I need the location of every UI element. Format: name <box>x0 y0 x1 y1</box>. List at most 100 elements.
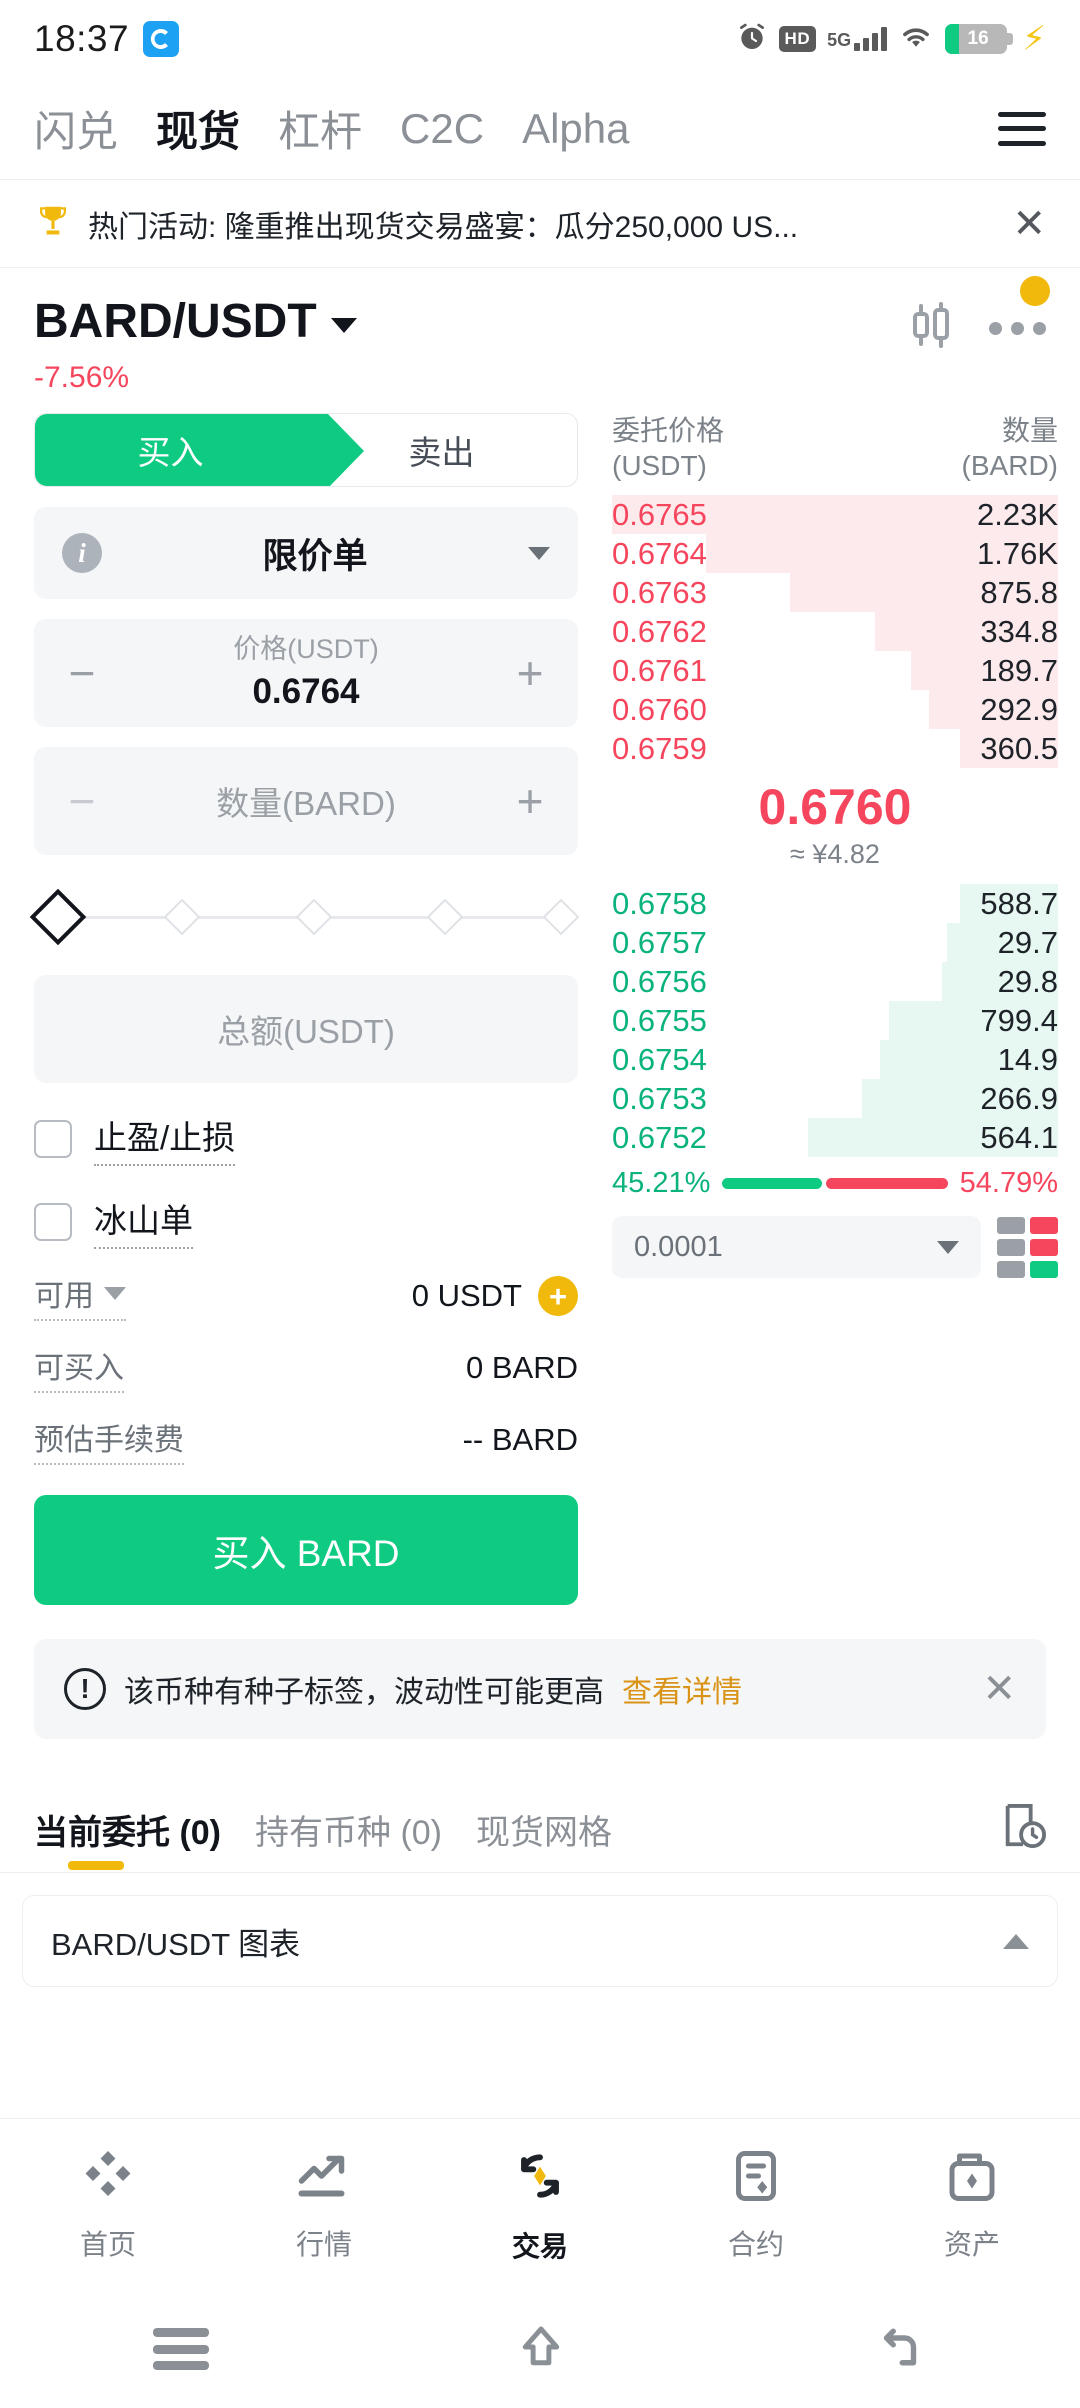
ask-row[interactable]: 0.6763 875.8 <box>612 573 1058 612</box>
ask-row[interactable]: 0.6762 334.8 <box>612 612 1058 651</box>
slider-handle[interactable] <box>29 888 87 946</box>
slider-tick-75[interactable] <box>426 898 464 936</box>
tab-buy[interactable]: 买入 <box>137 434 204 471</box>
main-content: 买入 卖出 i 限价单 − 价格(USDT) 0.6764 + − 数量(BAR… <box>0 395 1080 1605</box>
buy-sell-toggle: 买入 卖出 <box>34 413 578 487</box>
checkbox-iceberg-label: 冰山单 <box>94 1194 193 1249</box>
nav-tab-c2c[interactable]: C2C <box>400 104 485 152</box>
order-qty: 799.4 <box>980 1002 1058 1038</box>
candlestick-icon[interactable] <box>907 300 955 357</box>
nav-tab-flash[interactable]: 闪兑 <box>34 108 119 155</box>
precision-select[interactable]: 0.0001 <box>612 1216 981 1278</box>
bottom-nav-trade[interactable]: 交易 <box>432 2144 648 2265</box>
status-icons: HD 5G 16 ⚡ <box>736 21 1046 58</box>
depth-bar <box>928 690 1058 729</box>
ask-row[interactable]: 0.6761 189.7 <box>612 651 1058 690</box>
bid-row[interactable]: 0.6753 266.9 <box>612 1079 1058 1118</box>
amount-input[interactable]: − 数量(BARD) + <box>34 747 578 855</box>
price-increment-button[interactable]: + <box>516 647 544 699</box>
bottom-nav-markets[interactable]: 行情 <box>216 2146 432 2263</box>
checkbox-tpsl-box[interactable] <box>34 1119 72 1158</box>
bid-row[interactable]: 0.6757 29.7 <box>612 923 1058 962</box>
depth-view-icon[interactable] <box>997 1216 1058 1278</box>
ask-row[interactable]: 0.6760 292.9 <box>612 690 1058 729</box>
order-qty: 14.9 <box>997 1041 1058 1077</box>
bottom-nav-markets-label: 行情 <box>295 2229 352 2260</box>
checkbox-iceberg[interactable]: 冰山单 <box>34 1194 578 1249</box>
price-input[interactable]: − 价格(USDT) 0.6764 + <box>34 619 578 727</box>
nav-tab-spot[interactable]: 现货 <box>156 108 241 155</box>
ask-row[interactable]: 0.6759 360.5 <box>612 729 1058 768</box>
nav-tab-margin[interactable]: 杠杆 <box>278 108 363 155</box>
total-input[interactable]: 总额(USDT) <box>34 975 578 1083</box>
depth-bar <box>612 495 1058 534</box>
slider-tick-50[interactable] <box>295 898 333 936</box>
notice-details-link[interactable]: 查看详情 <box>622 1676 742 1709</box>
balance-available-label[interactable]: 可用 <box>34 1271 126 1321</box>
tab-sell[interactable]: 卖出 <box>408 434 475 471</box>
ask-row[interactable]: 0.6765 2.23K <box>612 495 1058 534</box>
promo-banner[interactable]: 热门活动: 隆重推出现货交易盛宴：瓜分250,000 US... ✕ <box>0 180 1080 268</box>
info-icon[interactable]: i <box>62 533 102 573</box>
ob-header-qty-unit: (BARD) <box>961 450 1058 481</box>
price-decrement-button[interactable]: − <box>68 647 96 699</box>
checkbox-iceberg-box[interactable] <box>34 1202 72 1241</box>
top-nav: 闪兑 现货 杠杆 C2C Alpha <box>0 78 1080 180</box>
slider-tick-100[interactable] <box>542 898 580 936</box>
bottom-nav-home[interactable]: 首页 <box>0 2146 216 2263</box>
bid-row[interactable]: 0.6758 588.7 <box>612 884 1058 923</box>
bottom-nav-assets[interactable]: 资产 <box>864 2146 1080 2263</box>
chart-expander[interactable]: BARD/USDT 图表 <box>22 1895 1058 1987</box>
pair-selector[interactable]: BARD/USDT <box>34 294 357 349</box>
ratio-bar <box>722 1178 948 1189</box>
submit-buy-button[interactable]: 买入 BARD <box>34 1495 578 1605</box>
amount-percent-slider[interactable] <box>29 888 580 946</box>
bid-row[interactable]: 0.6756 29.8 <box>612 962 1058 1001</box>
hd-icon: HD <box>778 26 817 52</box>
amount-decrement-button[interactable]: − <box>68 775 96 827</box>
5g-signal-icon: 5G <box>827 27 888 51</box>
order-book-header: 委托价格 (USDT) 数量 (BARD) <box>612 413 1058 495</box>
order-qty: 29.7 <box>997 924 1058 960</box>
order-price: 0.6760 <box>612 691 707 727</box>
recents-icon[interactable] <box>152 2328 209 2370</box>
notification-dot <box>1020 276 1050 306</box>
trophy-icon <box>34 202 72 245</box>
app-badge-icon <box>143 21 180 57</box>
seed-tag-notice: ! 该币种有种子标签，波动性可能更高 查看详情 ✕ <box>34 1639 1046 1739</box>
order-price: 0.6761 <box>612 652 707 688</box>
mid-price-fiat: ≈ ¥4.82 <box>790 839 880 869</box>
ask-row[interactable]: 0.6764 1.76K <box>612 534 1058 573</box>
order-history-icon[interactable] <box>1000 1801 1046 1858</box>
checkbox-tpsl[interactable]: 止盈/止损 <box>34 1111 578 1166</box>
close-icon[interactable]: ✕ <box>982 1667 1016 1711</box>
depth-bar <box>959 729 1058 768</box>
back-icon[interactable] <box>873 2320 927 2379</box>
amount-increment-button[interactable]: + <box>516 775 544 827</box>
hamburger-icon[interactable] <box>998 111 1046 146</box>
bid-row[interactable]: 0.6754 14.9 <box>612 1040 1058 1079</box>
slider-tick-25[interactable] <box>163 898 201 936</box>
nav-tab-alpha[interactable]: Alpha <box>522 104 630 152</box>
estimated-fee-value: -- BARD <box>462 1422 578 1457</box>
order-qty: 292.9 <box>980 691 1058 727</box>
home-icon[interactable] <box>514 2320 568 2379</box>
order-type-selector[interactable]: i 限价单 <box>34 507 578 599</box>
bottom-nav-trade-label: 交易 <box>511 2231 568 2262</box>
add-funds-button[interactable]: + <box>538 1276 578 1316</box>
bid-row[interactable]: 0.6752 564.1 <box>612 1118 1058 1157</box>
tab-holdings[interactable]: 持有币种 (0) <box>255 1814 442 1852</box>
close-icon[interactable]: ✕ <box>1012 201 1046 246</box>
bid-row[interactable]: 0.6755 799.4 <box>612 1001 1058 1040</box>
order-price: 0.6762 <box>612 613 707 649</box>
tab-spot-grid[interactable]: 现货网格 <box>476 1814 612 1852</box>
bottom-nav-futures[interactable]: 合约 <box>648 2146 864 2263</box>
sell-ratio: 54.79% <box>959 1167 1058 1199</box>
tab-open-orders[interactable]: 当前委托 (0) <box>34 1805 221 1870</box>
notice-text: 该币种有种子标签，波动性可能更高 <box>124 1676 604 1709</box>
ratio-bar-buy <box>722 1178 823 1189</box>
order-price: 0.6758 <box>612 885 707 921</box>
order-book: 委托价格 (USDT) 数量 (BARD) 0.6765 2.23K 0.6764 1… <box>612 413 1080 1605</box>
more-dots-icon[interactable] <box>989 322 1046 335</box>
order-qty: 334.8 <box>980 613 1058 649</box>
